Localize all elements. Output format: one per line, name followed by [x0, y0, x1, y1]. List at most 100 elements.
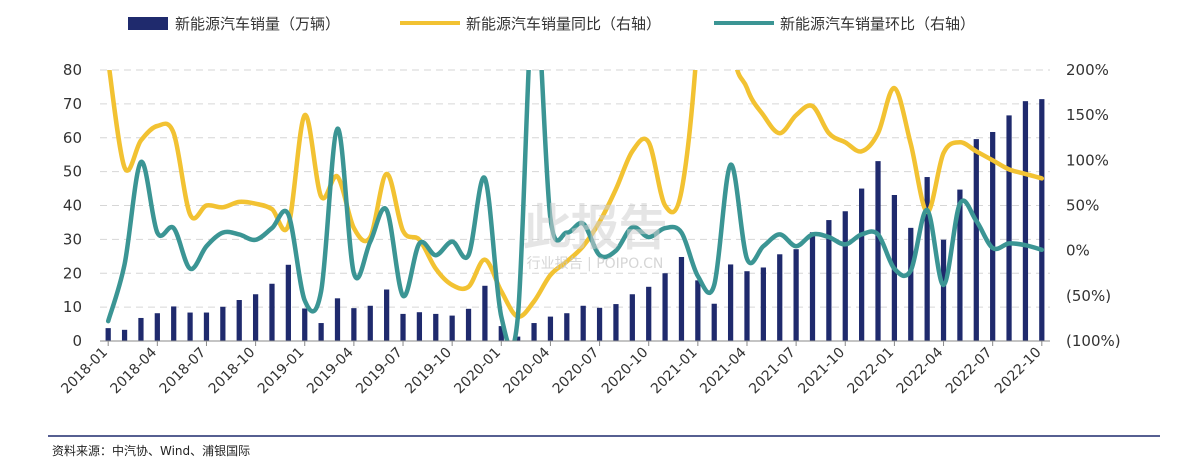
bar [826, 220, 832, 341]
bar [744, 271, 750, 341]
bar [236, 300, 242, 341]
bar [1039, 99, 1045, 341]
legend-label-2: 新能源汽车销量环比（右轴） [780, 15, 975, 33]
bar [105, 328, 111, 341]
bar [449, 315, 455, 341]
bar [285, 264, 291, 341]
bar [727, 264, 734, 341]
bar [351, 308, 357, 341]
bar [252, 294, 259, 341]
right-tick-label: (100%) [1066, 332, 1121, 350]
bar [498, 326, 504, 341]
x-tick-label: 2021-07 [746, 345, 799, 398]
bar [842, 211, 848, 341]
bar [465, 308, 472, 341]
x-tick-label: 2019-07 [353, 345, 406, 398]
left-tick-label: 40 [63, 197, 82, 215]
bar [646, 286, 652, 341]
bar [482, 285, 488, 341]
x-tick-label: 2020-01 [451, 345, 504, 398]
bar [809, 232, 816, 341]
bar [334, 298, 341, 341]
right-tick-label: 200% [1066, 61, 1109, 79]
mom-line [105, 70, 1045, 341]
bar [220, 306, 226, 341]
right-axis-ticks: (100%) (50%) 0% 50% 100% 150% 200% [1066, 61, 1121, 350]
left-tick-label: 80 [63, 61, 82, 79]
x-tick-label: 2020-07 [550, 345, 603, 398]
left-axis-ticks: 0 10 20 30 40 50 60 70 80 [63, 61, 82, 350]
left-tick-label: 0 [72, 332, 82, 350]
left-tick-label: 70 [63, 95, 82, 113]
left-tick-label: 50 [63, 163, 82, 181]
x-tick-label: 2018-01 [58, 345, 111, 398]
bar [203, 312, 210, 341]
bar [924, 177, 930, 341]
bar [547, 316, 554, 341]
line-series [105, 70, 1045, 341]
bar [875, 161, 881, 341]
x-tick-label: 2018-04 [107, 344, 160, 397]
x-tick-label: 2019-04 [304, 344, 357, 397]
bar [269, 283, 275, 341]
bar [171, 306, 177, 341]
x-tick-label: 2019-01 [255, 344, 308, 397]
right-tick-label: 50% [1066, 197, 1099, 215]
bar [760, 267, 766, 341]
x-tick-label: 2021-01 [648, 344, 701, 397]
right-tick-label: (50%) [1066, 287, 1111, 305]
bar [596, 307, 603, 341]
x-tick-label: 2021-10 [795, 345, 848, 398]
bar [318, 323, 324, 341]
bar [777, 254, 783, 341]
left-tick-label: 30 [63, 230, 82, 248]
x-tick-label: 2020-04 [501, 344, 554, 397]
bar [613, 304, 619, 341]
bar [367, 305, 373, 341]
bar [138, 317, 144, 341]
x-tick-label: 2022-10 [992, 345, 1045, 398]
bar [957, 189, 963, 341]
legend: 新能源汽车销量（万辆） 新能源汽车销量同比（右轴） 新能源汽车销量环比（右轴） [128, 15, 975, 33]
bar [711, 303, 717, 341]
x-tick-label: 2022-04 [894, 344, 947, 397]
bar [793, 249, 799, 341]
bar [531, 323, 537, 341]
bar [940, 239, 947, 341]
right-tick-label: 0% [1066, 242, 1090, 260]
bar [121, 329, 128, 341]
watermark-main: 此报告 [523, 200, 667, 256]
bar [580, 305, 586, 341]
bar [1006, 115, 1012, 341]
legend-swatch-0 [128, 17, 168, 30]
right-tick-label: 100% [1066, 151, 1109, 169]
watermark-sub: 行业报告 | POIPO.CN [527, 256, 664, 272]
bar [973, 139, 979, 341]
bar [187, 312, 193, 341]
bar [515, 336, 521, 341]
left-tick-label: 10 [63, 298, 82, 316]
bar [629, 294, 635, 341]
source-note: 资料来源：中汽协、Wind、浦银国际 [52, 443, 250, 458]
x-axis: 2018-012018-042018-072018-102019-012019-… [58, 340, 1050, 398]
x-tick-label: 2022-01 [845, 345, 898, 398]
x-tick-label: 2018-10 [206, 345, 259, 398]
bar [1022, 101, 1029, 341]
bar [678, 256, 685, 341]
watermark: 此报告 行业报告 | POIPO.CN [523, 200, 667, 272]
bar [416, 312, 423, 341]
bar [990, 131, 996, 341]
bar-series [105, 99, 1045, 341]
x-tick-label: 2019-10 [402, 345, 455, 398]
bar [154, 313, 160, 341]
legend-label-0: 新能源汽车销量（万辆） [175, 15, 340, 33]
x-tick-label: 2020-10 [599, 345, 652, 398]
bar [433, 313, 439, 341]
left-tick-label: 60 [63, 129, 82, 147]
bar [908, 227, 914, 341]
x-tick-label: 2021-04 [697, 344, 750, 397]
bar [302, 308, 308, 341]
bar [695, 280, 701, 341]
bar [384, 289, 390, 341]
